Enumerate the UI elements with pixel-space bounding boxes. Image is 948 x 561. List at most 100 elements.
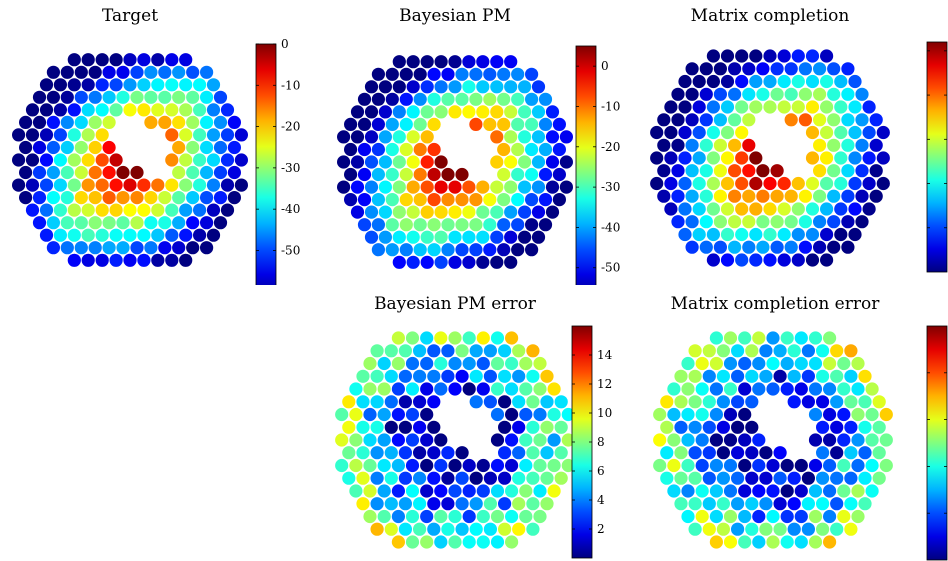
scatter-point — [448, 331, 462, 345]
scatter-point — [805, 49, 820, 63]
scatter-point — [39, 178, 54, 192]
scatter-point — [794, 356, 808, 371]
scatter-point — [165, 178, 179, 192]
scatter-point — [441, 193, 455, 207]
scatter-point — [688, 522, 702, 536]
colorbar-tick-label: -40 — [601, 220, 620, 234]
scatter-point — [427, 420, 441, 434]
scatter-point — [777, 227, 791, 242]
scatter-point — [763, 74, 777, 89]
scatter-point — [469, 395, 483, 409]
scatter-point — [497, 117, 511, 131]
scatter-point — [420, 356, 434, 371]
panel-matrix-completion: Matrix completion 0-10-20-30-40 — [635, 0, 948, 285]
scatter-point — [773, 522, 787, 536]
scatter-point — [709, 433, 723, 447]
scatter-point — [151, 103, 165, 117]
scatter-point — [518, 105, 532, 119]
scatter-point — [420, 433, 434, 447]
scatter-point — [116, 216, 130, 230]
scatter-point — [801, 471, 815, 485]
scatter-point — [827, 62, 841, 76]
scatter-point — [664, 176, 678, 191]
scatter-point — [745, 471, 759, 485]
scatter-point — [709, 458, 723, 473]
scatter-point — [405, 458, 420, 473]
scatter-point — [462, 331, 476, 345]
scatter-point — [816, 497, 830, 511]
scatter-point — [413, 193, 427, 207]
scatter-point — [735, 202, 749, 216]
scatter-point — [398, 471, 412, 485]
scatter-point — [200, 241, 214, 255]
scatter-point — [490, 205, 504, 219]
scatter-point — [749, 227, 763, 242]
scatter-point — [545, 205, 560, 219]
scatter-point — [448, 80, 462, 94]
scatter-point — [504, 155, 518, 169]
scatter-point — [200, 191, 214, 205]
scatter-point — [413, 497, 427, 511]
scatter-point — [172, 90, 186, 104]
scatter-point — [519, 484, 533, 498]
scatter-point — [738, 535, 752, 549]
scatter-point — [749, 176, 763, 191]
scatter-point — [32, 140, 47, 155]
scatter-point — [552, 193, 566, 207]
scatter-point — [109, 78, 123, 92]
scatter-point — [476, 535, 490, 549]
scatter-point — [193, 228, 207, 242]
scatter-point — [364, 230, 379, 244]
scatter-point — [504, 80, 518, 94]
scatter-point — [855, 215, 869, 229]
scatter-point — [356, 395, 370, 409]
scatter-point — [12, 153, 26, 167]
scatter-point — [377, 356, 391, 371]
scatter-point — [497, 218, 511, 232]
scatter-point — [735, 253, 749, 267]
scatter-point — [685, 87, 699, 101]
scatter-point — [130, 241, 144, 255]
scatter-point — [660, 395, 674, 409]
scatter-point — [801, 522, 815, 536]
scatter-point — [384, 420, 398, 434]
scatter-point — [399, 193, 413, 207]
colorbar-tick-label: 10 — [597, 406, 612, 420]
scatter-point — [547, 458, 561, 473]
scatter-point — [469, 67, 483, 81]
scatter-point — [773, 446, 787, 460]
scatter-point — [660, 446, 674, 460]
colorbar-tick-label: -40 — [281, 202, 300, 216]
scatter-point — [102, 90, 116, 104]
scatter-point — [709, 407, 723, 422]
scatter-point — [144, 65, 158, 79]
scatter-point — [731, 420, 745, 434]
scatter-point — [674, 471, 688, 485]
scatter-point — [130, 65, 144, 79]
scatter-point — [179, 253, 193, 267]
scatter-point — [413, 167, 427, 182]
scatter-point — [186, 165, 200, 180]
scatter-point — [794, 382, 808, 396]
scatter-point — [738, 433, 752, 447]
scatter-point — [763, 176, 777, 191]
scatter-point — [102, 216, 116, 230]
scatter-point — [720, 125, 735, 140]
scatter-point — [695, 484, 709, 498]
scatter-point — [406, 155, 420, 169]
scatter-point — [830, 369, 844, 383]
scatter-point — [476, 55, 490, 69]
scatter-point — [165, 253, 179, 267]
scatter-point — [777, 253, 791, 267]
scatter-point — [876, 176, 890, 191]
scatter-point — [844, 497, 858, 511]
scatter-point — [88, 90, 102, 104]
scatter-point — [834, 176, 848, 191]
scatter-point — [808, 331, 823, 345]
scatter-point — [81, 203, 95, 217]
scatter-point — [862, 125, 876, 140]
scatter-point — [462, 382, 476, 396]
scatter-point — [206, 153, 221, 167]
scatter-point — [434, 331, 448, 345]
scatter-point — [706, 253, 720, 267]
